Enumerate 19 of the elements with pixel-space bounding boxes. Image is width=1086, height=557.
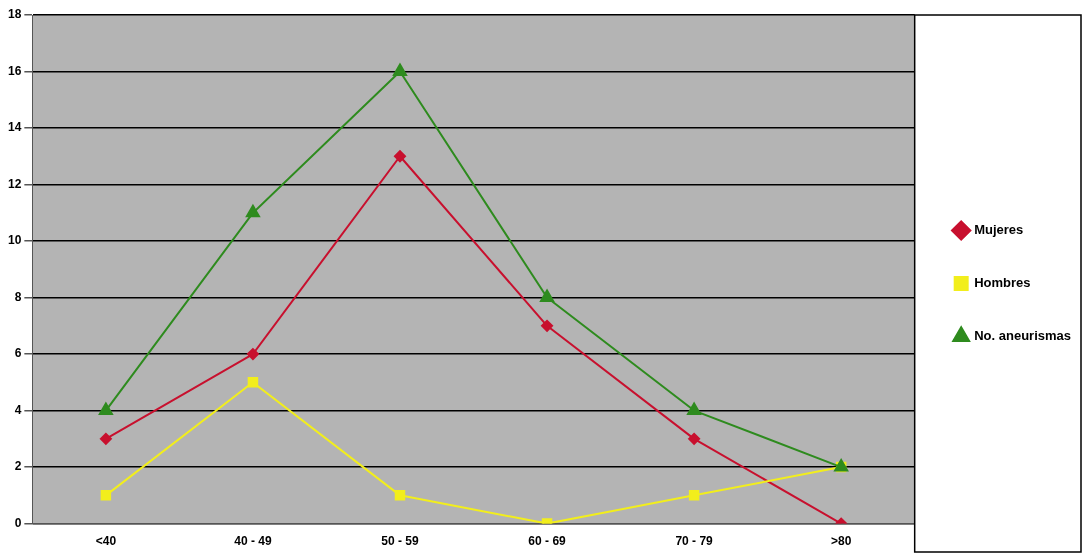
y-tick-label: 6 xyxy=(14,346,22,361)
y-tick-label: 18 xyxy=(7,7,22,22)
y-tick-label: 16 xyxy=(7,63,22,78)
x-tick-label: 50 - 59 xyxy=(381,534,419,549)
legend-label: No. aneurismas xyxy=(974,328,1072,344)
legend-label: Hombres xyxy=(974,275,1031,291)
y-tick-label: 12 xyxy=(7,176,22,191)
y-tick-label: 0 xyxy=(14,515,22,530)
x-tick-label: 60 - 69 xyxy=(528,534,567,549)
y-tick-label: 2 xyxy=(14,459,22,474)
y-tick-label: 14 xyxy=(7,120,22,135)
x-tick-label: <40 xyxy=(95,534,117,549)
x-tick-label: >80 xyxy=(830,534,852,549)
x-tick-label: 40 - 49 xyxy=(234,534,272,549)
y-tick-label: 4 xyxy=(14,402,22,417)
y-tick-label: 8 xyxy=(14,289,22,304)
y-tick-label: 10 xyxy=(7,233,22,248)
x-tick-label: 70 - 79 xyxy=(675,534,714,549)
legend-label: Mujeres xyxy=(974,222,1024,238)
